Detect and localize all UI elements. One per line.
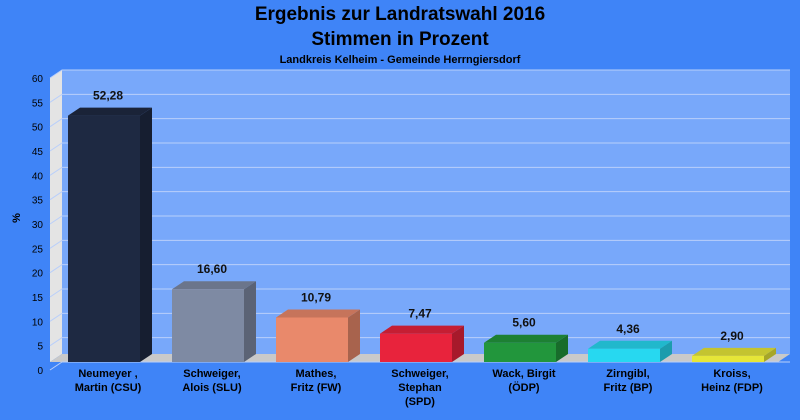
gridline bbox=[49, 288, 790, 298]
y-axis-label: % bbox=[11, 213, 23, 223]
x-category-label: Wack, Birgit (ÖDP) bbox=[492, 368, 555, 394]
y-tick-label: 40 bbox=[32, 171, 44, 182]
x-category-label-line: Schweiger, bbox=[183, 368, 240, 380]
gridline bbox=[49, 118, 790, 128]
x-category-label-line: Mathes, bbox=[296, 368, 337, 380]
y-tick-label: 30 bbox=[32, 220, 44, 231]
bar-front bbox=[588, 348, 660, 362]
gridline bbox=[49, 239, 790, 249]
y-tick-label: 5 bbox=[37, 342, 43, 353]
y-tick-labels: 0 5 10 15 20 25 30 35 40 45 50 55 60 bbox=[32, 74, 44, 377]
bar bbox=[380, 325, 464, 362]
value-label: 4,36 bbox=[616, 322, 640, 336]
x-category-label: Zirngibl, Fritz (BP) bbox=[604, 368, 653, 394]
bar bbox=[692, 347, 776, 362]
value-label: 5,60 bbox=[512, 316, 536, 330]
gridlines bbox=[49, 69, 790, 371]
y-tick-label: 60 bbox=[32, 74, 44, 85]
gridline bbox=[49, 215, 790, 225]
y-tick-label: 25 bbox=[32, 244, 44, 255]
x-category-label-line: Wack, Birgit bbox=[492, 368, 555, 380]
x-category-label-line: Schweiger, bbox=[391, 368, 448, 380]
bar-side bbox=[556, 334, 568, 362]
gridline bbox=[49, 93, 790, 103]
x-category-label-line: Fritz (BP) bbox=[604, 382, 653, 394]
gridline bbox=[49, 264, 790, 274]
chart-title-line2: Stimmen in Prozent bbox=[311, 29, 489, 50]
x-category-label-line: (ÖDP) bbox=[508, 381, 540, 394]
value-label: 10,79 bbox=[301, 290, 331, 304]
bar bbox=[484, 334, 568, 362]
x-category-label-line: Stephan bbox=[398, 382, 442, 394]
bar bbox=[276, 309, 360, 362]
x-category-label-line: Martin (CSU) bbox=[75, 382, 142, 394]
bar bbox=[588, 340, 672, 362]
gridline bbox=[49, 142, 790, 152]
chart-title: Ergebnis zur Landratswahl 2016 bbox=[254, 4, 546, 25]
bar-top bbox=[692, 347, 776, 356]
x-category-label-line: Alois (SLU) bbox=[182, 382, 242, 394]
bar bbox=[68, 107, 152, 362]
gridline bbox=[49, 166, 790, 176]
y-tick-label: 20 bbox=[32, 269, 44, 280]
y-tick-label: 50 bbox=[32, 123, 44, 134]
bar-side bbox=[244, 281, 256, 362]
x-category-label: Mathes, Fritz (FW) bbox=[291, 368, 342, 394]
gridline bbox=[49, 191, 790, 201]
x-category-label-line: Fritz (FW) bbox=[291, 382, 342, 394]
bars bbox=[68, 107, 776, 362]
bar-side bbox=[452, 325, 464, 362]
x-category-label: Neumeyer , Martin (CSU) bbox=[75, 368, 142, 394]
bar-top bbox=[172, 281, 256, 290]
bar bbox=[172, 281, 256, 362]
y-tick-label: 10 bbox=[32, 317, 44, 328]
x-category-label: Kroiss, Heinz (FDP) bbox=[701, 368, 763, 394]
bar-front bbox=[692, 355, 764, 362]
bar-top bbox=[380, 325, 464, 334]
value-label: 52,28 bbox=[93, 89, 123, 103]
bar-front bbox=[172, 289, 244, 362]
x-category-label: Schweiger, Stephan (SPD) bbox=[391, 368, 448, 408]
side-wall bbox=[50, 70, 62, 362]
bar-side bbox=[764, 347, 776, 362]
bar-front bbox=[484, 342, 556, 362]
bar-side bbox=[140, 107, 152, 362]
bar-top bbox=[484, 334, 568, 343]
y-tick-label: 45 bbox=[32, 147, 44, 158]
x-category-label-line: Zirngibl, bbox=[606, 368, 649, 380]
y-tick-label: 0 bbox=[37, 366, 43, 377]
value-labels: 52,28 16,60 10,79 7,47 5,60 4,36 2,90 bbox=[93, 89, 744, 343]
bar-side bbox=[660, 340, 672, 362]
value-label: 16,60 bbox=[197, 262, 227, 276]
x-category-label-line: Heinz (FDP) bbox=[701, 382, 763, 394]
bar-top bbox=[68, 107, 152, 116]
x-category-label: Schweiger, Alois (SLU) bbox=[182, 368, 242, 394]
x-category-label-line: Kroiss, bbox=[713, 368, 750, 380]
bar-front bbox=[68, 115, 140, 362]
x-category-label-line: Neumeyer , bbox=[78, 368, 137, 380]
y-tick-label: 55 bbox=[32, 98, 44, 109]
bar-top bbox=[276, 309, 360, 318]
y-tick-label: 15 bbox=[32, 293, 44, 304]
x-category-labels: Neumeyer , Martin (CSU) Schweiger, Alois (S… bbox=[75, 368, 763, 408]
value-label: 2,90 bbox=[720, 329, 744, 343]
y-tick-label: 35 bbox=[32, 196, 44, 207]
bar-side bbox=[348, 309, 360, 362]
gridline bbox=[49, 312, 790, 322]
bar-top bbox=[588, 340, 672, 349]
value-label: 7,47 bbox=[408, 307, 432, 321]
x-category-label-line: (SPD) bbox=[405, 396, 435, 408]
bar-front bbox=[380, 333, 452, 362]
chart-subtitle: Landkreis Kelheim - Gemeinde Herrngiersd… bbox=[279, 54, 521, 66]
gridline bbox=[49, 69, 790, 79]
bar-front bbox=[276, 317, 348, 362]
